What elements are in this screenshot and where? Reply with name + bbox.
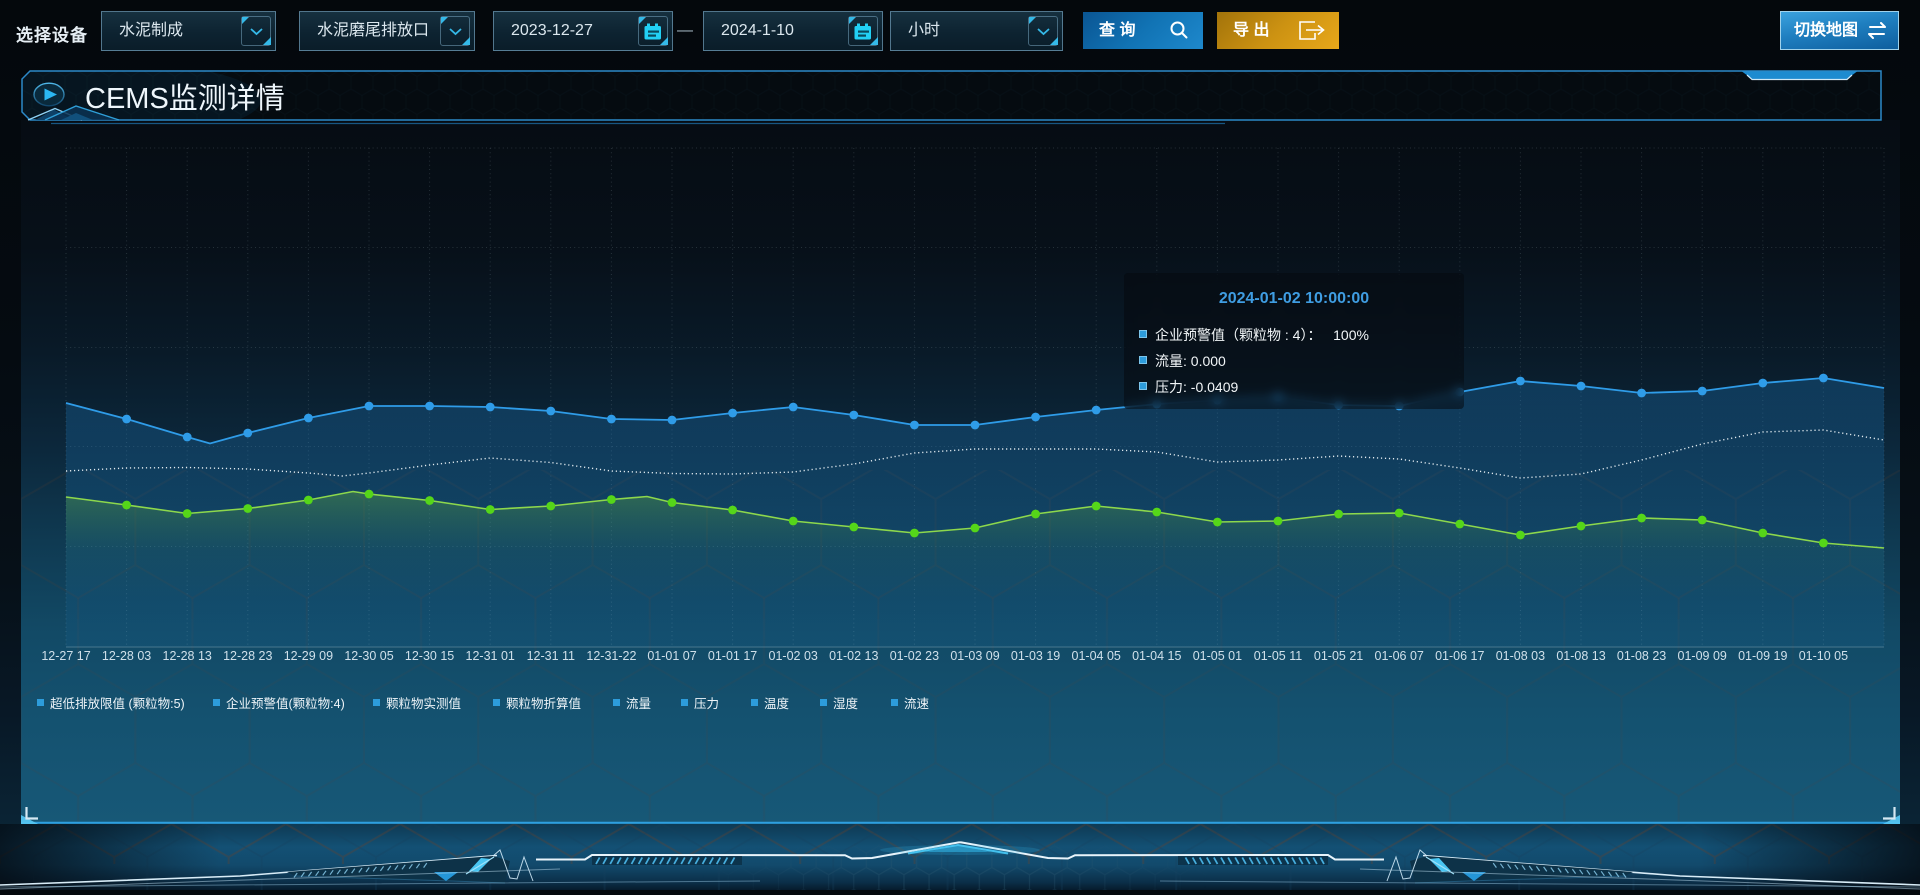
- svg-text:流速: 流速: [904, 697, 930, 711]
- svg-text:01-09 09: 01-09 09: [1678, 649, 1727, 663]
- svg-text:压力: 压力: [694, 697, 719, 711]
- svg-text:颗粒物折算值: 颗粒物折算值: [506, 696, 581, 711]
- svg-text:01-08 23: 01-08 23: [1617, 649, 1666, 663]
- svg-text:01-02 03: 01-02 03: [769, 649, 818, 663]
- svg-text:01-04 05: 01-04 05: [1072, 649, 1121, 663]
- svg-text:12-28 13: 12-28 13: [163, 649, 212, 663]
- svg-text:超低排放限值 (颗粒物:5): 超低排放限值 (颗粒物:5): [50, 696, 185, 711]
- svg-text:颗粒物实测值: 颗粒物实测值: [386, 696, 461, 711]
- svg-text:12-30 15: 12-30 15: [405, 649, 454, 663]
- svg-text:12-29 09: 12-29 09: [284, 649, 333, 663]
- svg-text:01-02 13: 01-02 13: [829, 649, 878, 663]
- svg-text:01-10 05: 01-10 05: [1799, 649, 1848, 663]
- svg-text:01-01 17: 01-01 17: [708, 649, 757, 663]
- svg-text:12-27 17: 12-27 17: [41, 649, 90, 663]
- svg-text:温度: 温度: [764, 696, 790, 711]
- svg-text:企业预警值(颗粒物:4): 企业预警值(颗粒物:4): [226, 696, 345, 711]
- svg-text:12-28 03: 12-28 03: [102, 649, 151, 663]
- svg-text:12-31 11: 12-31 11: [527, 649, 575, 663]
- svg-text:01-03 09: 01-03 09: [950, 649, 999, 663]
- svg-text:01-02 23: 01-02 23: [890, 649, 939, 663]
- svg-text:01-06 17: 01-06 17: [1435, 649, 1484, 663]
- svg-text:01-06 07: 01-06 07: [1375, 649, 1424, 663]
- svg-text:01-03 19: 01-03 19: [1011, 649, 1060, 663]
- svg-text:流量: 流量: [626, 697, 651, 711]
- svg-text:01-04 15: 01-04 15: [1132, 649, 1181, 663]
- svg-text:12-28 23: 12-28 23: [223, 649, 272, 663]
- svg-text:01-05 21: 01-05 21: [1314, 649, 1363, 663]
- svg-text:12-31 01: 12-31 01: [466, 649, 515, 663]
- svg-text:12-30 05: 12-30 05: [344, 649, 393, 663]
- svg-text:01-01 07: 01-01 07: [647, 649, 696, 663]
- svg-text:湿度: 湿度: [833, 696, 859, 711]
- svg-text:CEMS监测详情: CEMS监测详情: [85, 82, 285, 115]
- svg-text:01-08 03: 01-08 03: [1496, 649, 1545, 663]
- svg-text:12-31-22: 12-31-22: [586, 649, 636, 663]
- svg-text:01-05 11: 01-05 11: [1254, 649, 1302, 663]
- svg-text:01-05 01: 01-05 01: [1193, 649, 1242, 663]
- svg-text:01-09 19: 01-09 19: [1738, 649, 1787, 663]
- svg-text:01-08 13: 01-08 13: [1556, 649, 1605, 663]
